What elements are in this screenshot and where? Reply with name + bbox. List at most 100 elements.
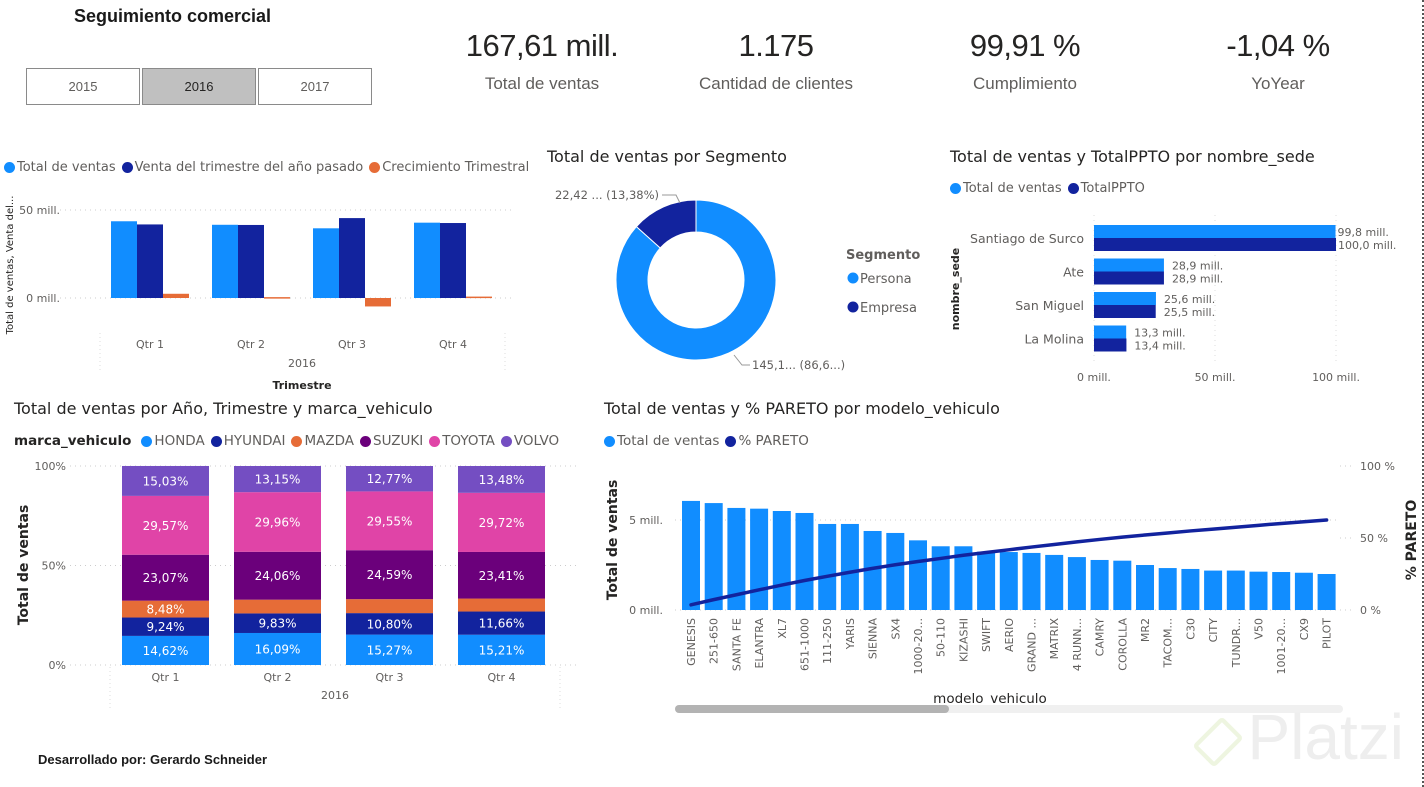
bar-total-ventas (931, 546, 950, 610)
bar-crecimiento-trimestral (466, 296, 492, 299)
legend-dot-icon (1067, 183, 1079, 194)
year-slicer-2017[interactable]: 2017 (258, 68, 372, 105)
y-tick-label: 0 mill. (26, 292, 60, 305)
y-right-tick-label: 50 % (1360, 532, 1388, 545)
bar-total-ventas (1136, 565, 1154, 610)
bar-total-ventas (1249, 571, 1268, 610)
legend-item[interactable]: MAZDA (291, 433, 354, 449)
bar-crecimiento-trimestral (264, 297, 290, 299)
bar-segment-suzuki (122, 554, 209, 601)
legend-item[interactable]: Crecimiento Trimestral (369, 160, 529, 175)
pareto-scrollbar-thumb[interactable] (675, 705, 949, 713)
legend-dot-icon (847, 272, 859, 284)
legend-label: VOLVO (513, 433, 560, 449)
kpi-label: Total de ventas (484, 74, 600, 93)
x-tick-label: 50 mill. (1195, 371, 1236, 384)
data-label: 8,48% (146, 603, 184, 617)
data-label: 12,77% (367, 472, 413, 486)
year-slicer-2015[interactable]: 2015 (26, 68, 140, 105)
bar-segment-suzuki (346, 550, 433, 600)
bar-crecimiento-trimestral (365, 298, 391, 307)
legend-item[interactable]: Total de ventas (4, 160, 116, 175)
bar-total-ventas (1226, 570, 1245, 610)
bar-segment-toyota (122, 495, 209, 555)
x-tick-label: YARIS (844, 618, 857, 650)
legend-dot-icon (429, 435, 441, 447)
bar-total-de-ventas (1094, 292, 1156, 305)
legend-item[interactable]: TOYOTA (429, 433, 495, 449)
legend-item[interactable]: VOLVO (500, 433, 560, 449)
x-tick-label: ELANTRA (753, 618, 766, 669)
bar-total-ventas (1045, 554, 1064, 610)
y-right-tick-label: 0 % (1360, 604, 1381, 617)
year-slicer-2016[interactable]: 2016 (142, 68, 256, 105)
bar-total-ventas (795, 512, 814, 610)
x-tick-label: TACOM... (1162, 618, 1175, 669)
segment-chart: 22,42 ... (13,38%) 145,1... (86,6...) Segm… (555, 188, 920, 372)
bar-total-ventas (727, 507, 746, 610)
legend-dot-icon (604, 435, 615, 447)
kpi-cantidad-clientes: 1.175 Cantidad de clientes (666, 28, 886, 94)
bar-totalppto (1094, 338, 1127, 352)
legend-label: Persona (860, 272, 912, 287)
slicer-label: 2015 (68, 79, 98, 94)
y-tick-label: 0 mill. (629, 604, 663, 617)
data-label: 28,9 mill. (1172, 260, 1223, 273)
legend-item[interactable]: % PARETO (725, 433, 809, 449)
segment-chart-title: Total de ventas por Segmento (547, 147, 787, 166)
data-label: 28,9 mill. (1172, 273, 1223, 286)
x-tick-label: CX9 (1298, 618, 1311, 640)
x-tick-label: COROLLA (1116, 618, 1129, 671)
data-label: 100,0 mill. (1338, 239, 1396, 252)
bar-total-ventas (772, 511, 791, 610)
bar-segment-toyota (346, 491, 433, 551)
bar-total-ventas (1113, 560, 1132, 610)
x-tick-label: C30 (1184, 618, 1197, 640)
bar-segment-toyota (234, 492, 321, 552)
pareto-line (689, 518, 1329, 607)
y-axis-title: nombre_sede (949, 248, 962, 330)
x-tick-label: Qtr 3 (376, 671, 404, 684)
legend-item[interactable]: Total de ventas (604, 433, 719, 449)
data-label: 23,07% (143, 571, 189, 585)
leader-line (662, 194, 681, 204)
x-tick-label: CAMRY (1094, 618, 1107, 657)
y-tick-label: 100% (35, 460, 66, 473)
bar-segment-honda (458, 634, 545, 665)
data-label: 15,03% (143, 474, 189, 488)
bar-total-ventas (954, 546, 973, 610)
x-tick-label: SWIFT (980, 618, 993, 652)
legend-item[interactable]: HYUNDAI (210, 433, 285, 449)
bar-segment-volvo (122, 465, 209, 496)
bar-total-de-ventas (414, 222, 440, 298)
bar-segment-volvo (346, 466, 433, 492)
legend-dot-icon (500, 435, 512, 447)
data-label: 13,4 mill. (1134, 340, 1185, 353)
bar-venta-del-trimestre-del-año-pasado (339, 218, 365, 298)
legend-item[interactable]: HONDA (141, 433, 205, 449)
pareto-scrollbar-track[interactable] (675, 705, 1343, 713)
sede-chart-title: Total de ventas y TotalPPTO por nombre_s… (950, 147, 1315, 166)
bar-segment-honda (346, 634, 433, 665)
legend-item[interactable]: Total de ventas (950, 181, 1062, 196)
bar-segment-honda (234, 632, 321, 665)
bar-total-ventas (1022, 552, 1041, 610)
x-tick-label: AERIO (1003, 618, 1016, 652)
x-tick-label: Qtr 4 (439, 338, 467, 351)
y-axis-title: Total de ventas (605, 480, 621, 601)
bar-total-ventas (1294, 572, 1313, 610)
legend-item[interactable]: Venta del trimestre del año pasado (121, 160, 363, 175)
data-label: 29,96% (255, 515, 301, 529)
legend-item[interactable]: TotalPPTO (1067, 181, 1145, 196)
quarterly-legend: Total de ventas Venta del trimestre del … (4, 160, 529, 175)
pareto-legend: Total de ventas % PARETO (604, 433, 809, 449)
legend-item[interactable]: SUZUKI (360, 433, 423, 449)
y-axis-title: Total de ventas (16, 505, 32, 626)
bar-total-ventas (1317, 574, 1336, 610)
bar-total-ventas (818, 523, 837, 610)
bar-total-ventas (1067, 557, 1086, 610)
sede-legend: Total de ventas TotalPPTO (950, 181, 1145, 196)
bar-segment-mazda (234, 599, 321, 614)
bar-totalppto (1094, 305, 1156, 318)
watermark-text: Platzi (1247, 701, 1405, 773)
